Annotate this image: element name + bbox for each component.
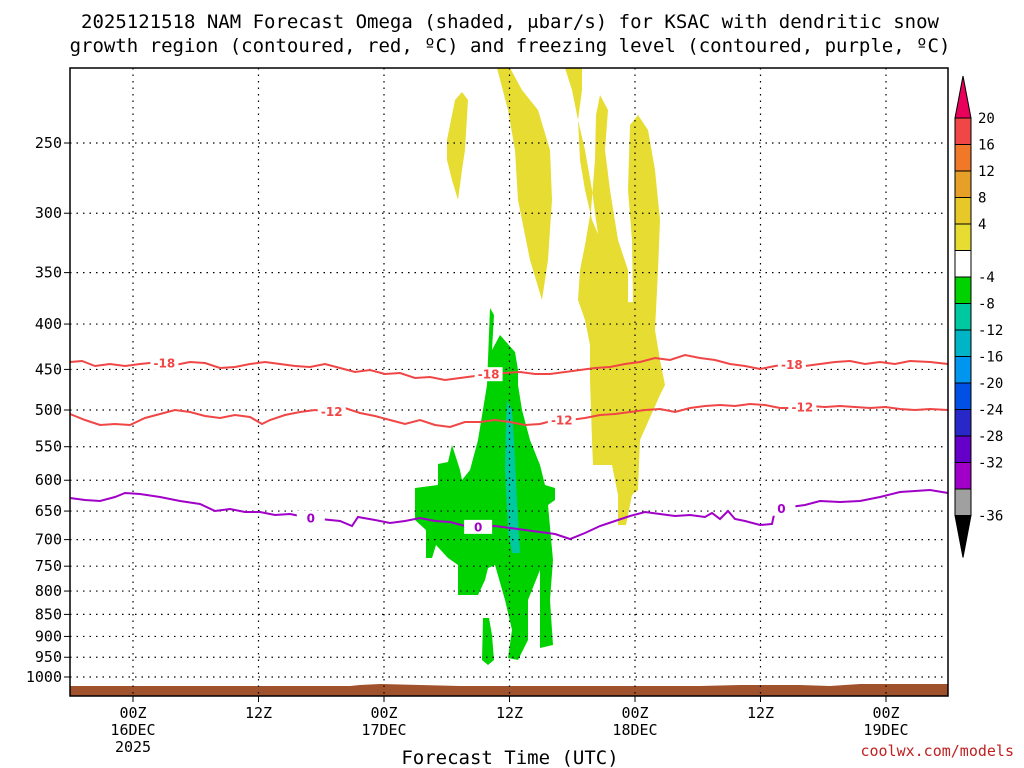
contour-label: 0: [777, 502, 785, 516]
y-tick-label: 550: [35, 438, 62, 456]
contour-label: -12: [321, 405, 343, 419]
omega-positive-area-upper: [447, 92, 468, 200]
colorbar-box: [954, 303, 972, 331]
y-tick-label: 850: [35, 605, 62, 623]
colorbar-label: -12: [978, 323, 1003, 339]
colorbar-label: -16: [978, 350, 1003, 366]
x-tick-label: 17DEC: [361, 721, 406, 739]
colorbar-label: -32: [978, 456, 1003, 472]
grid-lines: [70, 68, 948, 696]
omega-negative-area-strong: [505, 400, 520, 553]
colorbar-label: 12: [978, 164, 995, 180]
colorbar-label: 16: [978, 138, 995, 154]
colorbar-bottom-arrow: [954, 515, 972, 558]
x-tick-label: 19DEC: [863, 721, 908, 739]
contour-label-bg: [474, 367, 503, 382]
x-tick-label: 16DEC: [110, 721, 155, 739]
omega-negative-area: [415, 308, 555, 665]
y-tick-label: 400: [35, 315, 62, 333]
colorbar-box: [954, 144, 972, 172]
contour-label-bg: [547, 413, 576, 427]
colorbar-label: 4: [978, 217, 986, 233]
contour-label: -18: [781, 358, 803, 372]
colorbar-box: [954, 117, 972, 145]
contour-label-bg: [464, 519, 493, 534]
x-tick-label: 12Z: [747, 704, 774, 722]
title-line-1: 2025121518 NAM Forecast Omega (shaded, μ…: [81, 11, 939, 33]
contour-label: -18: [478, 368, 500, 382]
omega-shading: [415, 68, 665, 665]
x-tick-label: 00Z: [370, 704, 397, 722]
y-tick-label: 800: [35, 582, 62, 600]
y-tick-label: 900: [35, 627, 62, 645]
colorbar-label: -24: [978, 403, 1003, 419]
contour-labels: -18 -18 -18 -12 -12 -12 0 0 0: [150, 355, 817, 534]
colorbar-label: -36: [978, 509, 1003, 525]
colorbar-box: [954, 488, 972, 516]
ground-surface: [70, 684, 948, 696]
colorbar-box: [954, 197, 972, 225]
contour-label: -12: [791, 401, 813, 415]
colorbar-box: [954, 170, 972, 198]
colorbar-box: [954, 356, 972, 384]
colorbar-label: -8: [978, 297, 995, 313]
y-tick-label: 250: [35, 134, 62, 152]
x-tick-label: 12Z: [245, 704, 272, 722]
colorbar-box: [954, 382, 972, 410]
y-tick-label: 300: [35, 204, 62, 222]
contour-label-bg: [317, 404, 346, 419]
colorbar-box: [954, 462, 972, 490]
contour-label: 0: [307, 511, 315, 525]
x-tick-label: 2025: [115, 738, 151, 756]
colorbar-label: 20: [978, 111, 995, 127]
omega-positive-area: [489, 68, 665, 525]
contour-label-bg: [296, 510, 325, 525]
contour-label-bg: [777, 357, 806, 372]
y-tick-label: 650: [35, 502, 62, 520]
colorbar-box: [954, 409, 972, 437]
x-tick-label: 12Z: [496, 704, 523, 722]
colorbar-label: -28: [978, 429, 1003, 445]
colorbar-box: [954, 223, 972, 251]
contour-label-bg: [767, 501, 796, 516]
colorbar-box: [954, 435, 972, 463]
x-tick-label: 00Z: [119, 704, 146, 722]
y-tick-label: 1000: [26, 668, 62, 686]
y-tick-label: 700: [35, 531, 62, 549]
x-tick-label: 00Z: [872, 704, 899, 722]
colorbar-box: [954, 250, 972, 278]
y-tick-label: 750: [35, 557, 62, 575]
contour-label: -12: [551, 414, 573, 428]
y-tick-label: 500: [35, 401, 62, 419]
credit-text: coolwx.com/models: [860, 742, 1014, 760]
contour-label: 0: [474, 520, 482, 534]
colorbar-label: -4: [978, 270, 995, 286]
colorbar-box: [954, 276, 972, 304]
colorbar-label: -20: [978, 376, 1003, 392]
y-tick-label: 600: [35, 471, 62, 489]
colorbar: 20 16 12 8 4 -4 -8 -12 -16 -20 -24 -28 -32 -36: [954, 75, 1003, 558]
y-tick-label: 450: [35, 360, 62, 378]
colorbar-top-arrow: [954, 75, 972, 119]
x-tick-label: 18DEC: [612, 721, 657, 739]
contour-label-bg: [788, 400, 817, 415]
y-axis: 250 300 350 400 450 500 550 600 650 700 750 800 850 9…: [26, 134, 70, 686]
x-tick-label: 00Z: [621, 704, 648, 722]
contour-label-bg: [150, 355, 179, 370]
contour-label: -18: [154, 356, 176, 370]
colorbar-box: [954, 329, 972, 357]
x-axis-label: Forecast Time (UTC): [401, 747, 618, 768]
title-line-2: growth region (contoured, red, ºC) and f…: [70, 35, 951, 57]
y-tick-label: 350: [35, 264, 62, 282]
y-tick-label: 950: [35, 648, 62, 666]
colorbar-label: 8: [978, 191, 986, 207]
